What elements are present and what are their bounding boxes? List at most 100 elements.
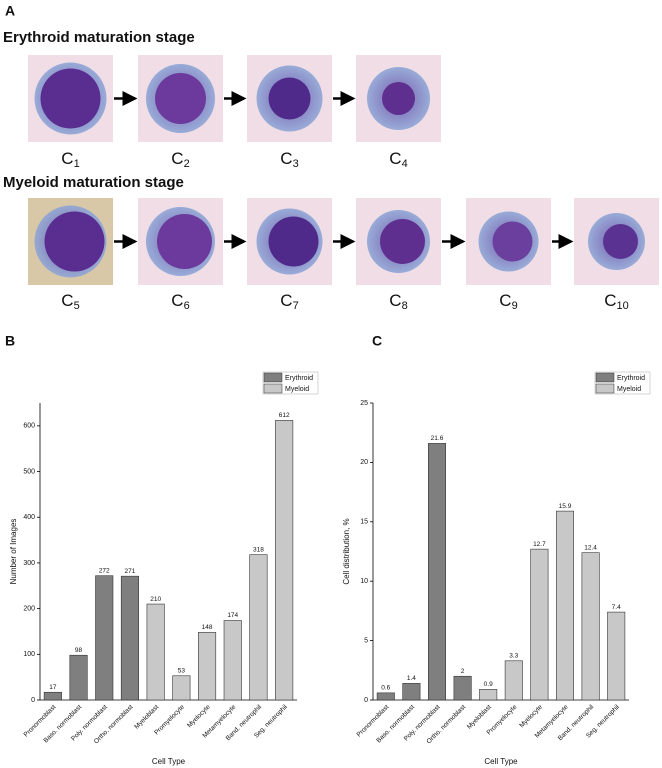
x-tick-label: Myeloblast (133, 704, 160, 731)
value-label: 0.9 (484, 681, 493, 688)
legend-swatch (263, 383, 283, 394)
y-tick-label: 10 (360, 578, 368, 585)
y-tick-label: 400 (23, 514, 35, 521)
cell-subscript: 9 (512, 300, 518, 312)
value-label: 12.4 (584, 544, 597, 551)
bar (427, 443, 447, 701)
cell-nucleus (268, 216, 319, 267)
cell-subscript: 10 (617, 300, 629, 312)
cell-nucleus (268, 77, 311, 120)
bar (402, 683, 421, 701)
y-tick-label: 20 (360, 459, 368, 466)
bar (223, 620, 242, 701)
cell-letter: C (280, 149, 292, 168)
y-tick-label: 600 (23, 423, 35, 430)
bar (376, 692, 395, 701)
value-label: 271 (125, 568, 136, 575)
bar (198, 632, 217, 701)
bar (555, 510, 575, 701)
cell-nucleus (44, 211, 105, 272)
bar (249, 554, 268, 701)
y-tick-label: 25 (360, 400, 368, 407)
bar (504, 660, 523, 701)
bar (69, 654, 88, 701)
cell-subscript: 2 (184, 158, 190, 170)
y-tick-label: 15 (360, 519, 368, 526)
value-label: 17 (49, 684, 57, 691)
legend-swatch (595, 372, 615, 383)
cell-letter: C (604, 291, 616, 310)
x-tick-label: Myeloblast (466, 704, 493, 731)
legend-label: Erythroid (285, 375, 313, 382)
y-axis-label: Cell distribution, % (342, 518, 351, 584)
legend-label: Myeloid (285, 386, 309, 393)
y-tick-label: 500 (23, 468, 35, 475)
legend-label: Myeloid (617, 386, 641, 393)
cell-nucleus (492, 221, 533, 262)
value-label: 21.6 (431, 435, 444, 442)
cell-subscript: 6 (184, 300, 190, 312)
legend-swatch (595, 383, 615, 394)
legend-label: Erythroid (617, 375, 645, 382)
y-axis-label: Number of Images (9, 519, 18, 585)
value-label: 15.9 (559, 503, 572, 510)
bar (43, 691, 62, 701)
y-tick-label: 0 (31, 697, 35, 704)
cell-nucleus (157, 214, 212, 269)
cell-nucleus (40, 68, 101, 129)
cell-label: C1 (61, 149, 79, 169)
y-tick-label: 200 (23, 605, 35, 612)
value-label: 3.3 (509, 653, 518, 660)
y-tick-label: 300 (23, 560, 35, 567)
cell-label: C9 (499, 291, 517, 311)
cell-label: C2 (171, 149, 189, 169)
bar (120, 575, 139, 701)
cell-subscript: 3 (293, 158, 299, 170)
x-tick-label: Myelocyte (518, 703, 544, 729)
stage-title: Erythroid maturation stage (3, 29, 195, 46)
x-axis-label: Cell Type (484, 757, 518, 766)
cell-label: C8 (389, 291, 407, 311)
y-tick-label: 100 (23, 651, 35, 658)
cell-letter: C (171, 291, 183, 310)
value-label: 174 (227, 612, 238, 619)
cell-letter: C (61, 291, 73, 310)
cell-label: C4 (389, 149, 407, 169)
value-label: 98 (75, 647, 83, 654)
stage-title: Myeloid maturation stage (3, 174, 184, 191)
bar (479, 689, 498, 701)
bar (530, 548, 549, 701)
value-label: 2 (461, 668, 465, 675)
value-label: 12.7 (533, 541, 546, 548)
value-label: 318 (253, 546, 264, 553)
value-label: 210 (150, 596, 161, 603)
y-tick-label: 5 (364, 637, 368, 644)
cell-nucleus (380, 219, 425, 264)
cell-letter: C (389, 291, 401, 310)
cell-letter: C (389, 149, 401, 168)
cell-label: C5 (61, 291, 79, 311)
bar (275, 420, 294, 701)
bar (95, 575, 114, 701)
value-label: 148 (202, 624, 213, 631)
cell-letter: C (280, 291, 292, 310)
panel-letter: A (5, 3, 15, 19)
bar (172, 675, 191, 701)
cell-label: C7 (280, 291, 298, 311)
cell-subscript: 4 (402, 158, 408, 170)
bar (453, 675, 472, 701)
panel-letter: B (5, 333, 15, 349)
cell-subscript: 1 (74, 158, 80, 170)
bar (581, 552, 600, 701)
bar (607, 611, 626, 701)
cell-letter: C (499, 291, 511, 310)
cell-label: C6 (171, 291, 189, 311)
cell-nucleus (603, 224, 638, 259)
cell-subscript: 5 (74, 300, 80, 312)
value-label: 1.4 (407, 675, 416, 682)
cell-nucleus (155, 73, 206, 124)
x-axis-label: Cell Type (152, 757, 186, 766)
cell-letter: C (171, 149, 183, 168)
cell-letter: C (61, 149, 73, 168)
